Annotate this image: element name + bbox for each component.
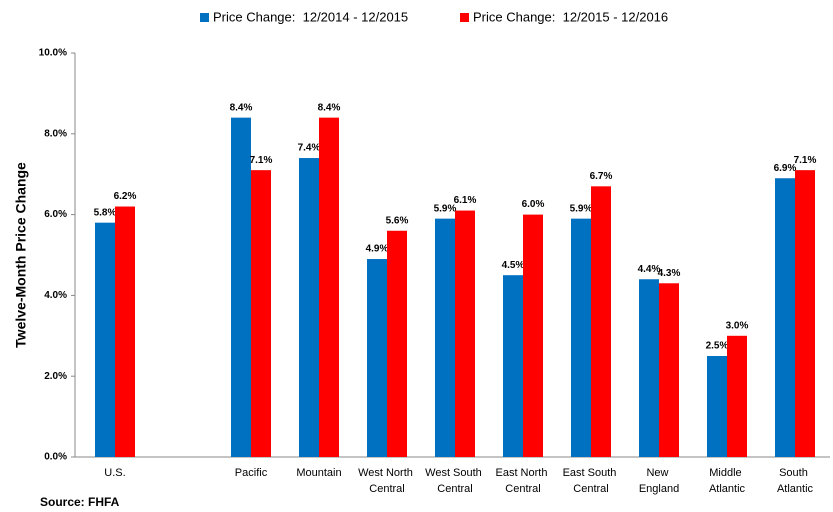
x-tick-label: South Atlantic bbox=[777, 467, 814, 495]
y-axis-title: Twelve-Month Price Change bbox=[13, 162, 29, 348]
bar bbox=[95, 222, 115, 457]
data-label: 5.8% bbox=[94, 207, 117, 218]
bar bbox=[727, 335, 747, 457]
x-tick-label: New England bbox=[639, 467, 679, 495]
x-tick-label: West South Central bbox=[425, 467, 485, 495]
y-tick-label: 4.0% bbox=[44, 290, 67, 301]
bar bbox=[251, 170, 271, 457]
y-tick-label: 0.0% bbox=[44, 452, 67, 463]
data-label: 6.7% bbox=[590, 171, 613, 182]
bar bbox=[455, 210, 475, 457]
data-label: 7.1% bbox=[250, 155, 273, 166]
data-label: 8.4% bbox=[230, 102, 253, 113]
x-tick-label: U.S. bbox=[104, 467, 125, 479]
x-tick-label: Pacific bbox=[235, 467, 268, 479]
data-label: 8.4% bbox=[318, 102, 341, 113]
legend-label: Price Change: 12/2015 - 12/2016 bbox=[473, 9, 668, 24]
data-label: 6.1% bbox=[454, 195, 477, 206]
legend-swatch bbox=[460, 13, 469, 22]
data-label: 4.5% bbox=[502, 260, 525, 271]
bar bbox=[367, 259, 387, 457]
bar bbox=[659, 283, 679, 457]
bar bbox=[503, 275, 523, 457]
data-label: 3.0% bbox=[726, 320, 749, 331]
bar bbox=[591, 186, 611, 457]
y-tick-label: 6.0% bbox=[44, 209, 67, 220]
data-label: 4.3% bbox=[658, 268, 681, 279]
data-label: 7.4% bbox=[298, 143, 321, 154]
data-label: 6.0% bbox=[522, 199, 545, 210]
data-label: 2.5% bbox=[706, 341, 729, 352]
data-label: 6.9% bbox=[774, 163, 797, 174]
x-tick-label: East South Central bbox=[563, 467, 620, 495]
y-tick-label: 8.0% bbox=[44, 128, 67, 139]
x-tick-label: East North Central bbox=[495, 467, 550, 495]
bar bbox=[639, 279, 659, 457]
source-note: Source: FHFA bbox=[40, 495, 120, 509]
legend-swatch bbox=[200, 13, 209, 22]
data-label: 7.1% bbox=[794, 155, 817, 166]
data-label: 5.9% bbox=[434, 203, 457, 214]
x-tick-label: Mountain bbox=[296, 467, 341, 479]
bar bbox=[319, 117, 339, 457]
bar bbox=[523, 214, 543, 457]
data-label: 4.9% bbox=[366, 244, 389, 255]
bar bbox=[435, 218, 455, 457]
x-tick-label: Middle Atlantic bbox=[709, 467, 746, 495]
bar bbox=[795, 170, 815, 457]
bar bbox=[707, 356, 727, 457]
bar bbox=[387, 230, 407, 457]
data-label: 4.4% bbox=[638, 264, 661, 275]
bar bbox=[115, 206, 135, 457]
x-tick-label: West North Central bbox=[358, 467, 416, 495]
data-label: 6.2% bbox=[114, 191, 137, 202]
y-tick-label: 10.0% bbox=[39, 48, 67, 59]
y-tick-label: 2.0% bbox=[44, 371, 67, 382]
bar bbox=[231, 117, 251, 457]
data-label: 5.9% bbox=[570, 203, 593, 214]
data-label: 5.6% bbox=[386, 215, 409, 226]
bar bbox=[775, 178, 795, 458]
legend-label: Price Change: 12/2014 - 12/2015 bbox=[213, 9, 408, 24]
bar bbox=[571, 218, 591, 457]
bar bbox=[299, 158, 319, 458]
